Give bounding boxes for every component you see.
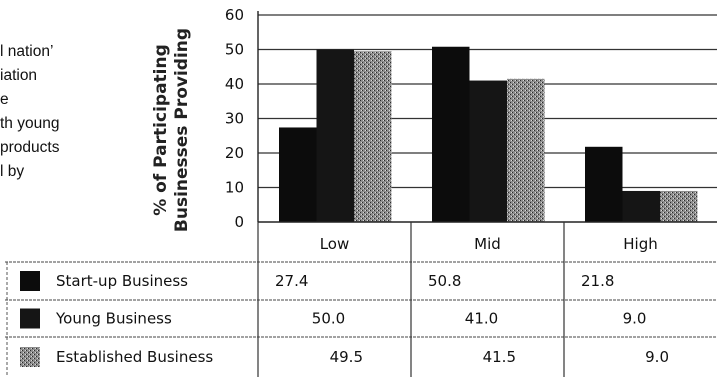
data-label: 9.0 <box>645 348 669 366</box>
y-tick-label: 0 <box>234 213 244 231</box>
bar <box>432 46 470 222</box>
cropped-body-text: l nation’ iation e th young products l b… <box>0 40 122 184</box>
legend-swatch <box>20 308 40 329</box>
data-label: 49.5 <box>330 348 363 366</box>
data-label: 50.8 <box>428 272 461 290</box>
y-tick-labels: 0 10 20 30 40 50 60 <box>225 6 244 231</box>
text-line: products <box>0 139 60 156</box>
y-axis-label-line-1: % of Participating <box>151 44 171 216</box>
bar <box>316 49 354 222</box>
y-tick-label: 50 <box>225 41 244 59</box>
text-line: iation <box>0 67 38 84</box>
data-label: 9.0 <box>623 310 647 328</box>
bar <box>469 80 507 222</box>
legend-label: Start-up Business <box>56 272 188 290</box>
y-tick-label: 20 <box>225 144 244 162</box>
y-tick-label: 10 <box>225 179 244 197</box>
legend-label: Established Business <box>56 348 213 366</box>
axes <box>257 11 717 223</box>
data-label: 41.0 <box>465 310 498 328</box>
x-tick-label: Mid <box>474 235 501 253</box>
text-line: e <box>0 91 9 108</box>
data-label: 41.5 <box>483 348 516 366</box>
x-tick-label: Low <box>320 235 350 253</box>
data-table: Low Mid High Start-up Business 27.4 50.8 21.8 Y… <box>5 222 717 377</box>
bar <box>354 51 392 222</box>
y-tick-label: 30 <box>225 110 244 128</box>
x-tick-label: High <box>623 235 657 253</box>
data-label: 27.4 <box>275 272 308 290</box>
legend-swatch <box>20 271 40 291</box>
text-line: th young <box>0 115 60 132</box>
legend-swatch <box>20 347 40 367</box>
bar <box>507 78 545 222</box>
bar <box>622 190 660 222</box>
bar <box>279 127 317 222</box>
legend-label: Young Business <box>55 310 172 328</box>
data-label: 21.8 <box>581 272 614 290</box>
y-tick-label: 40 <box>225 75 244 93</box>
bar <box>585 146 623 222</box>
y-axis-label-line-2: Businesses Providing <box>172 28 192 232</box>
text-line: l by <box>0 163 25 180</box>
y-tick-label: 60 <box>225 6 244 24</box>
text-line: l nation’ <box>0 43 54 60</box>
bar <box>660 190 698 222</box>
data-label: 50.0 <box>312 310 345 328</box>
bars <box>279 46 698 222</box>
